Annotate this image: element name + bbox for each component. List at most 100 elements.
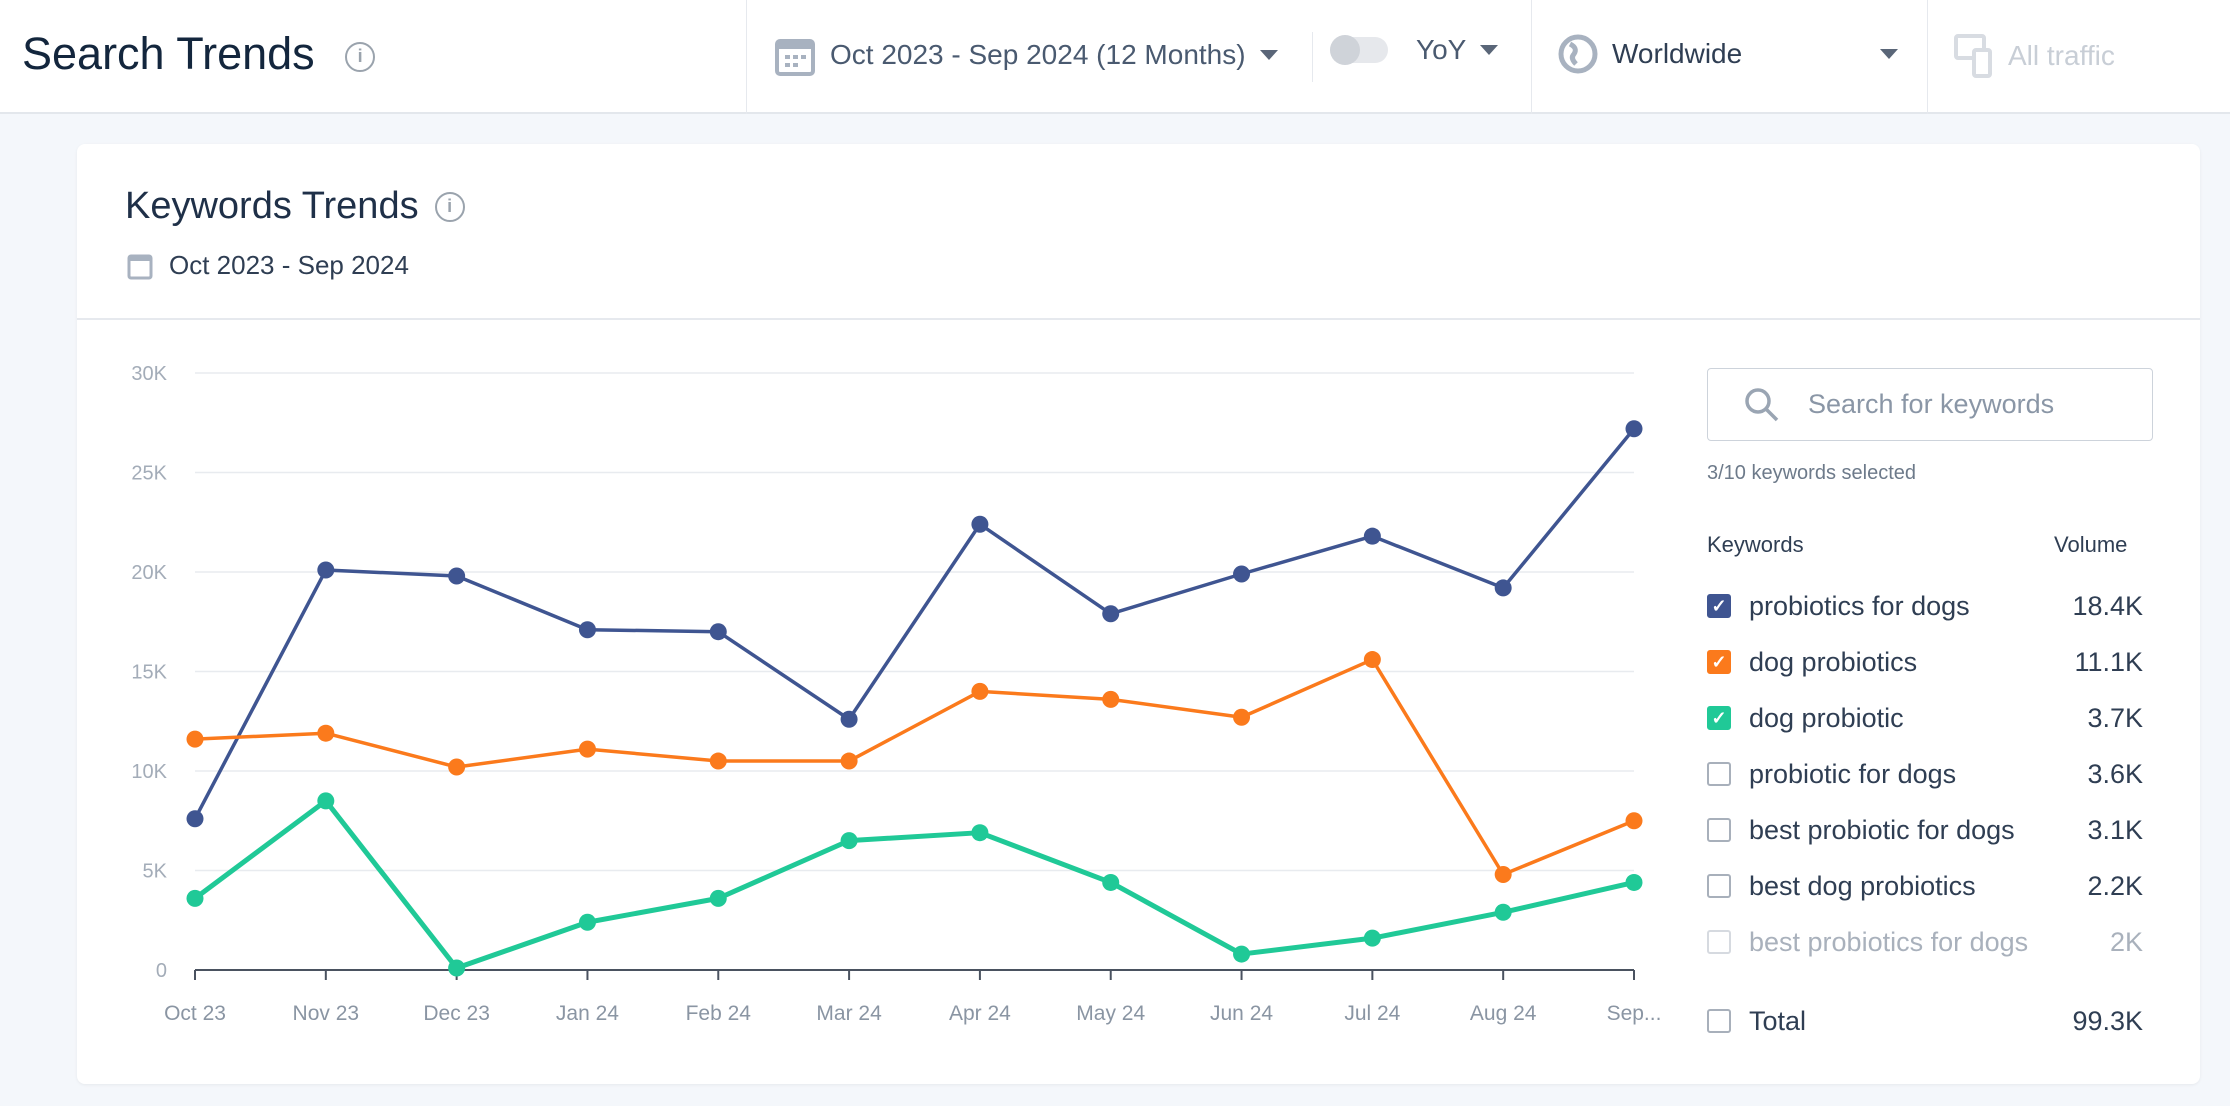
data-point [1233,708,1251,726]
data-point [971,515,989,533]
keyword-row[interactable]: ✓ probiotics for dogs 18.4K [1707,586,2143,626]
x-tick-label: Apr 24 [949,1002,1011,1025]
line-chart: 0 5K 10K 15K 20K 25K 30K Oct 23 Nov 23 Dec 23 Jan … [131,363,1662,1025]
x-tick-label: Jul 24 [1344,1002,1400,1025]
y-tick-label: 15K [131,662,167,684]
keyword-volume: 3.6K [2087,758,2143,789]
x-tick-label: Jun 24 [1210,1002,1273,1025]
keyword-search-input[interactable]: Search for keywords [1707,368,2153,441]
keyword-checkbox[interactable] [1707,818,1731,842]
info-icon[interactable]: i [345,42,376,73]
data-point [1363,651,1381,669]
x-tick-label: Oct 23 [164,1002,226,1025]
series-line [194,657,1635,877]
data-point [971,824,989,842]
data-point [317,792,335,810]
series-line [193,427,1636,820]
keyword-volume: 11.1K [2074,646,2143,677]
yoy-toggle[interactable] [1330,35,1388,65]
page-title: Search Trends i [22,28,376,80]
keyword-checkbox[interactable] [1707,874,1731,898]
data-point [1102,605,1120,623]
y-tick-label: 5K [143,861,168,883]
total-checkbox[interactable] [1707,1009,1731,1033]
keyword-volume: 3.7K [2087,702,2143,733]
keyword-row[interactable]: best probiotic for dogs 3.1K [1707,810,2143,850]
data-point [1233,565,1251,583]
data-point [840,752,858,770]
keyword-checkbox[interactable]: ✓ [1707,594,1731,618]
chevron-down-icon [1880,49,1898,59]
data-point [448,758,466,776]
keyword-checkbox[interactable] [1707,762,1731,786]
y-tick-label: 30K [131,363,167,385]
data-point [317,561,335,579]
data-point [1363,527,1381,545]
x-tick-label: Aug 24 [1470,1002,1537,1025]
globe-icon [1558,34,1598,74]
data-point [1625,420,1643,438]
data-point [971,682,989,700]
data-point [1102,873,1120,891]
chevron-down-icon [1259,50,1278,60]
volume-header: Volume [2054,532,2128,557]
keyword-label: best probiotics for dogs [1749,926,2029,957]
keyword-row[interactable]: ✓ dog probiotic 3.7K [1707,698,2143,738]
y-tick-label: 10K [131,761,167,783]
x-tick-label: Sep... [1607,1002,1662,1025]
x-tick-label: Jan 24 [556,1002,619,1025]
keyword-label: best dog probiotics [1749,870,1976,901]
keyword-checkbox[interactable] [1707,930,1731,954]
data-point [709,752,727,770]
keyword-volume: 18.4K [2072,590,2143,621]
data-point [1102,690,1120,708]
date-range-picker[interactable]: Oct 2023 - Sep 2024 (12 Months) [774,34,1278,76]
keyword-checkbox[interactable]: ✓ [1707,650,1731,674]
traffic-select: All traffic [1954,34,2115,78]
keyword-volume: 3.1K [2087,814,2143,845]
data-point [709,889,727,907]
keyword-checkbox[interactable]: ✓ [1707,706,1731,730]
data-point [709,623,727,641]
top-bar: Search Trends i Oct 2023 - Sep 2024 (12 … [0,0,2230,114]
search-icon [1745,387,1779,421]
keyword-label: probiotic for dogs [1749,758,1957,789]
card-date: Oct 2023 - Sep 2024 [127,250,409,281]
keywords-header: Keywords [1707,532,1804,557]
data-point [317,724,335,742]
data-point [578,740,596,758]
region-select[interactable]: Worldwide [1558,34,1898,74]
y-tick-label: 0 [156,960,167,982]
card-title: Keywords Trends i [125,185,465,228]
calendar-icon [775,39,815,76]
data-point [186,889,204,907]
series-line [193,798,1635,971]
keyword-row[interactable]: ✓ dog probiotics 11.1K [1707,642,2143,682]
y-tick-label: 20K [131,562,167,584]
keyword-row[interactable]: probiotic for dogs 3.6K [1707,754,2143,794]
keyword-row[interactable]: best probiotics for dogs 2K [1707,922,2143,962]
keyword-volume: 2K [2109,926,2143,957]
keyword-label: dog probiotic [1749,702,1904,733]
info-icon[interactable]: i [434,191,465,222]
keyword-label: best probiotic for dogs [1749,814,2015,845]
yoy-compare[interactable]: YoY [1330,34,1499,66]
data-point [448,959,466,977]
x-tick-label: Nov 23 [293,1002,360,1025]
data-point [840,832,858,850]
data-point [578,913,596,931]
x-tick-label: Dec 23 [423,1002,490,1025]
data-point [186,730,204,748]
data-point [1625,812,1643,830]
chevron-down-icon [1480,45,1499,55]
x-tick-label: Feb 24 [686,1002,752,1025]
data-point [448,567,466,585]
keyword-row[interactable]: best dog probiotics 2.2K [1707,866,2143,906]
data-point [1233,945,1251,963]
data-point [840,710,858,728]
data-point [1494,579,1512,597]
keyword-label: dog probiotics [1749,646,1918,677]
keyword-volume: 2.2K [2087,870,2143,901]
total-row[interactable]: Total 99.3K [1707,1001,2143,1041]
data-point [578,621,596,639]
